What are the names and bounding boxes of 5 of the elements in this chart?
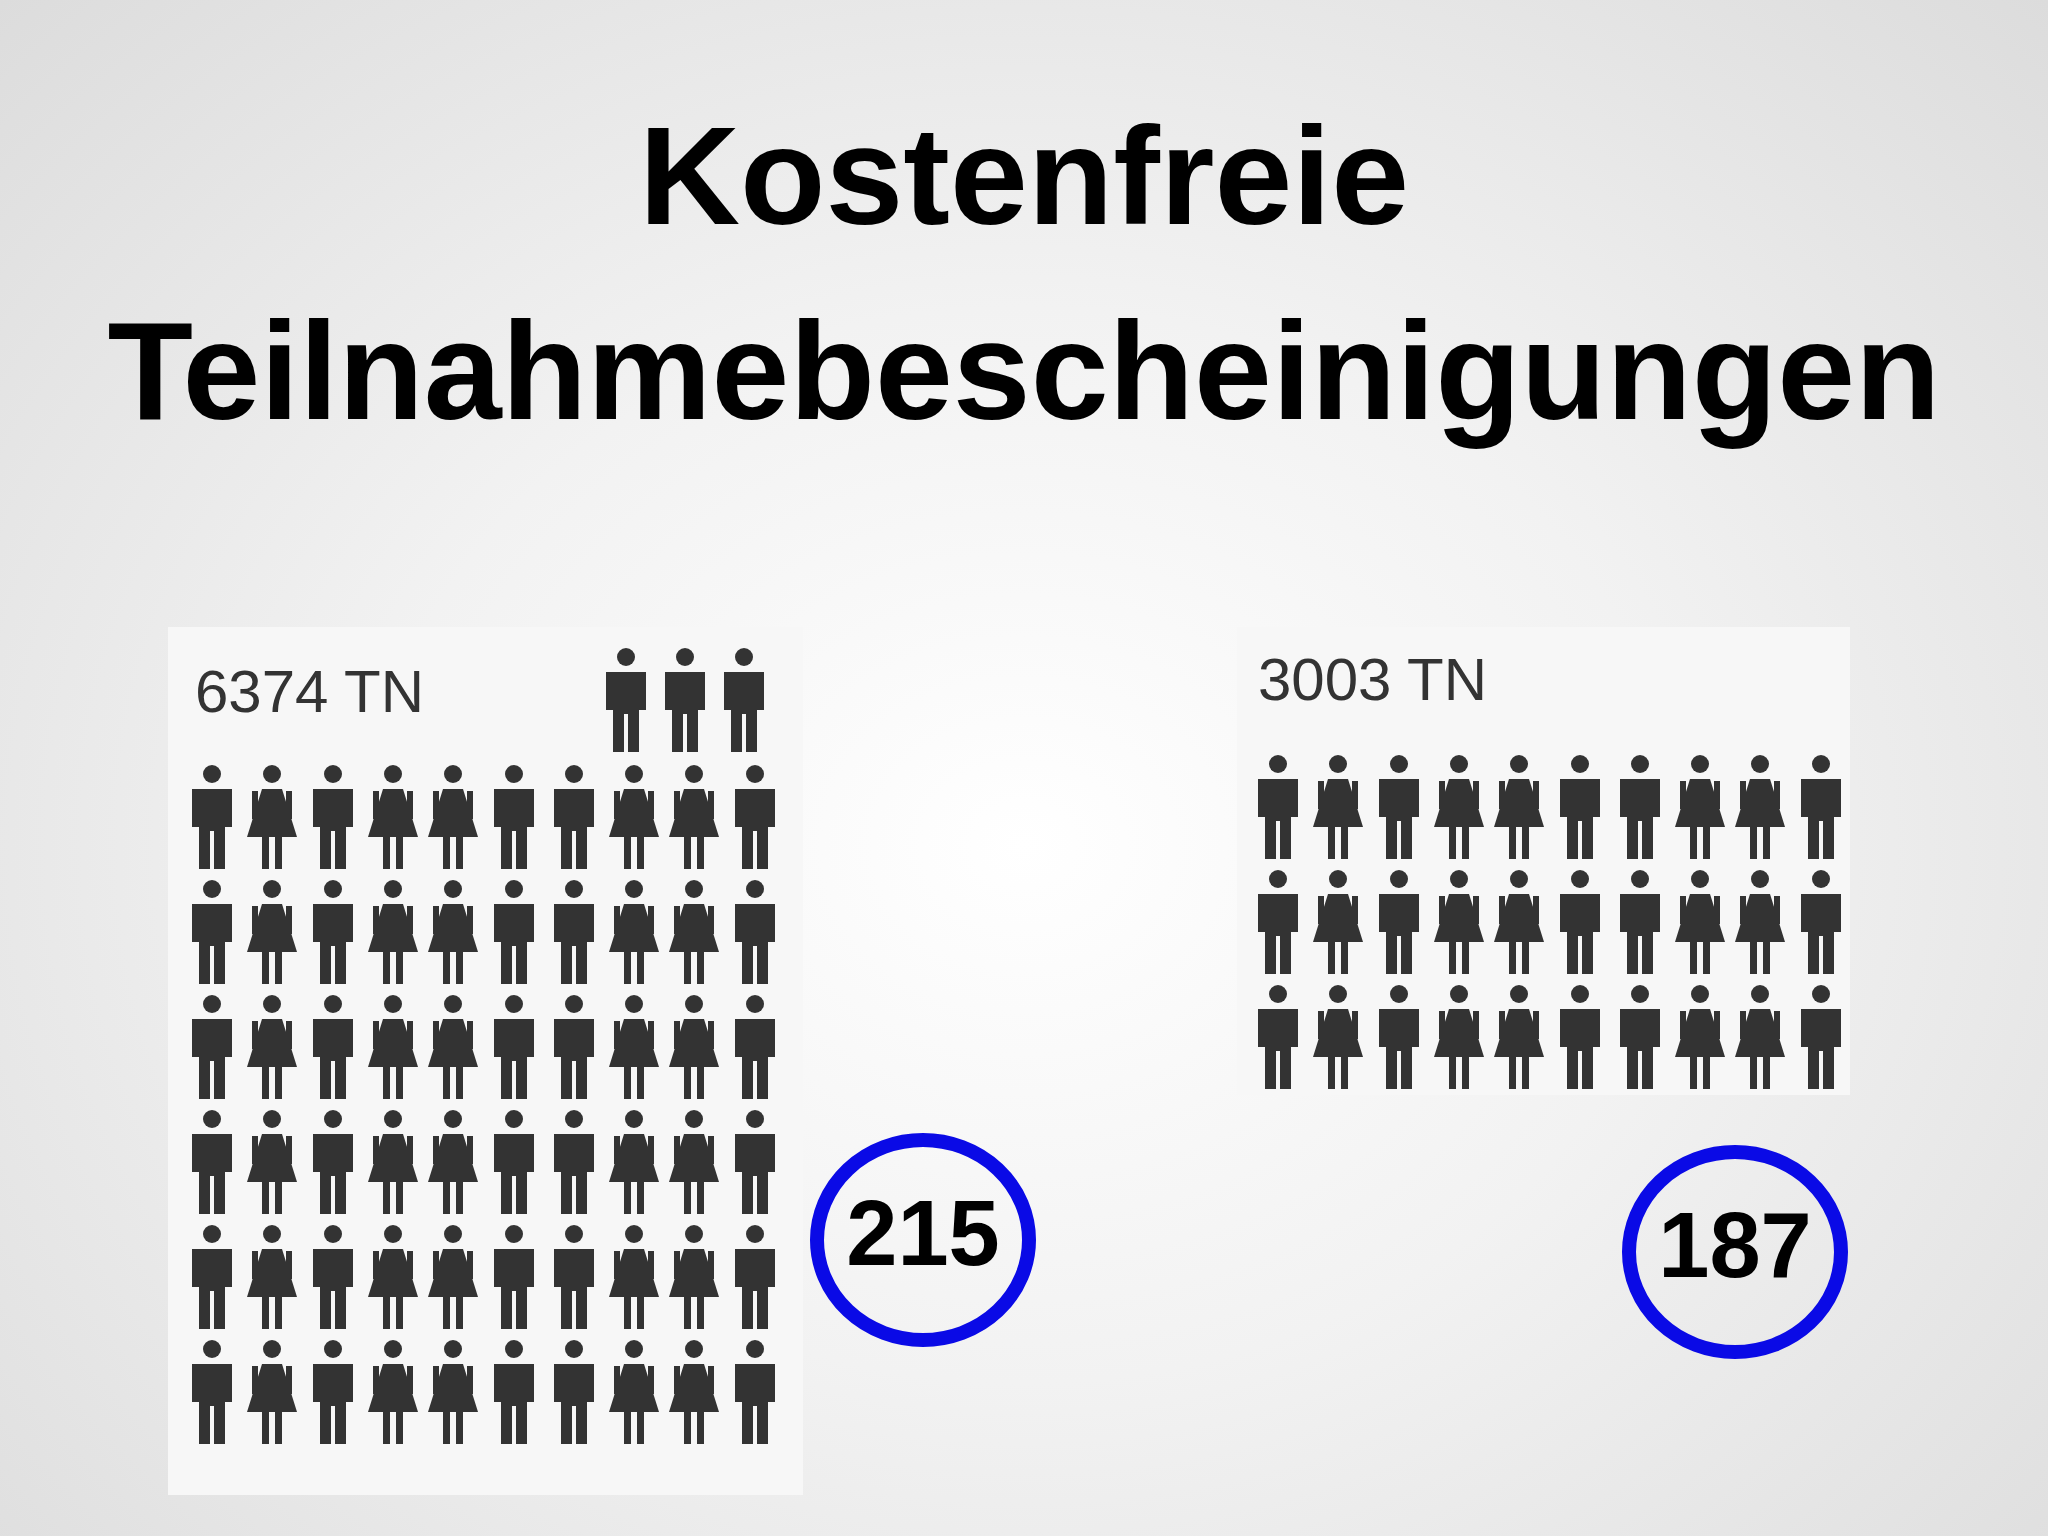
data-label: 6374 TN — [195, 657, 425, 725]
text: 215 — [846, 1182, 1000, 1285]
text: Kostenfreie Teilnahmebescheinigungen — [107, 96, 1941, 449]
data-label: 3003 TN — [1258, 645, 1488, 713]
text: 187 — [1658, 1194, 1812, 1297]
